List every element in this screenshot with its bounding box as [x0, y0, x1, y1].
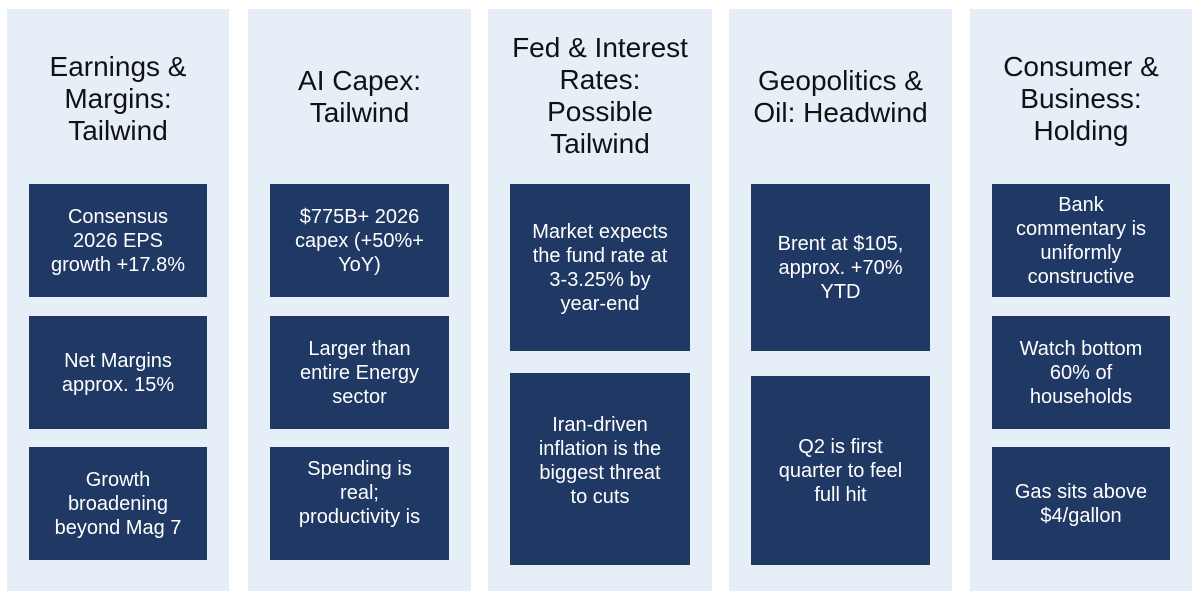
- card-line: Brent at $105,: [777, 232, 904, 255]
- title-line: Oil: Headwind: [753, 97, 928, 128]
- info-card: Brent at $105, approx. +70% YTD: [751, 184, 930, 351]
- card-line: biggest threat: [539, 462, 661, 484]
- title-line: Margins:: [64, 83, 172, 114]
- card-line: YoY): [338, 253, 381, 276]
- title-line: Possible: [547, 96, 653, 127]
- card-line: Consensus: [67, 205, 169, 228]
- column-title: Geopolitics & Oil: Headwind: [729, 65, 952, 129]
- card-line: real;: [340, 482, 379, 504]
- card-line: $4/gallon: [1040, 504, 1122, 527]
- title-line: Rates:: [559, 64, 641, 95]
- card-line: uniformly: [1040, 241, 1122, 264]
- title-line: Geopolitics &: [758, 65, 923, 96]
- title-line: Tailwind: [309, 97, 410, 128]
- card-line: the fund rate at: [532, 244, 668, 267]
- column-title: Earnings & Margins: Tailwind: [7, 51, 229, 147]
- card-line: Spending is: [307, 458, 412, 480]
- info-card: Net Margins approx. 15%: [29, 316, 207, 429]
- column-geopolitics-oil: Geopolitics & Oil: Headwind Brent at $10…: [729, 9, 952, 591]
- card-line: Watch bottom: [1019, 337, 1143, 360]
- title-line: Tailwind: [68, 115, 168, 146]
- card-line: Growth: [85, 468, 151, 491]
- info-card: Larger than entire Energy sector: [270, 316, 449, 429]
- card-line: YTD: [820, 280, 861, 303]
- column-ai-capex: AI Capex: Tailwind $775B+ 2026 capex (+5…: [248, 9, 471, 591]
- card-line: $775B+ 2026: [299, 205, 420, 228]
- title-line: Business:: [1020, 83, 1142, 114]
- info-card: Iran-driven inflation is the biggest thr…: [510, 373, 690, 565]
- card-line: Net Margins: [64, 349, 172, 372]
- card-line: Bank: [1058, 193, 1104, 216]
- column-earnings-margins: Earnings & Margins: Tailwind Consensus 2…: [7, 9, 229, 591]
- card-line: constructive: [1027, 265, 1135, 288]
- card-line: entire Energy: [300, 361, 419, 384]
- title-line: Tailwind: [550, 128, 650, 159]
- card-line: beyond Mag 7: [54, 516, 182, 539]
- card-line: capex (+50%+: [295, 229, 424, 252]
- title-line: Fed & Interest: [512, 32, 688, 63]
- card-line: approx. +70%: [778, 256, 903, 279]
- info-card: Gas sits above $4/gallon: [992, 447, 1170, 560]
- title-line: Earnings &: [49, 51, 187, 82]
- card-line: 3-3.25% by: [549, 268, 651, 291]
- card-line: 60% of: [1049, 361, 1113, 384]
- title-line: Holding: [1033, 115, 1129, 146]
- card-line: to cuts: [570, 486, 630, 508]
- info-card: Watch bottom 60% of households: [992, 316, 1170, 429]
- info-card: Spending is real; productivity is: [270, 447, 449, 560]
- card-line: growth +17.8%: [51, 253, 185, 276]
- card-line: full hit: [814, 483, 867, 506]
- card-line: quarter to feel: [778, 459, 903, 482]
- card-line: 2026 EPS: [72, 229, 164, 252]
- card-line: Gas sits above: [1014, 480, 1148, 503]
- card-line: sector: [332, 385, 387, 408]
- card-line: Market expects: [532, 220, 668, 243]
- card-line: year-end: [560, 292, 640, 315]
- column-consumer-business: Consumer & Business: Holding Bank commen…: [970, 9, 1192, 591]
- card-line: households: [1029, 385, 1133, 408]
- card-line: Q2 is first: [798, 435, 883, 458]
- column-title: Consumer & Business: Holding: [970, 51, 1192, 147]
- info-card: $775B+ 2026 capex (+50%+ YoY): [270, 184, 449, 297]
- column-title: Fed & Interest Rates: Possible Tailwind: [488, 32, 712, 160]
- column-title: AI Capex: Tailwind: [248, 65, 471, 129]
- title-line: AI Capex:: [298, 65, 421, 96]
- info-card: Market expects the fund rate at 3-3.25% …: [510, 184, 690, 351]
- info-card: Bank commentary is uniformly constructiv…: [992, 184, 1170, 297]
- info-card: Q2 is first quarter to feel full hit: [751, 376, 930, 565]
- card-line: productivity is: [298, 506, 421, 528]
- title-line: Consumer &: [1003, 51, 1159, 82]
- info-card: Consensus 2026 EPS growth +17.8%: [29, 184, 207, 297]
- card-line: Larger than: [308, 337, 411, 360]
- info-card: Growth broadening beyond Mag 7: [29, 447, 207, 560]
- column-fed-interest-rates: Fed & Interest Rates: Possible Tailwind …: [488, 9, 712, 591]
- card-line: Iran-driven: [552, 414, 648, 436]
- card-line: inflation is the: [538, 438, 662, 460]
- card-line: approx. 15%: [61, 373, 175, 396]
- card-line: commentary is: [1015, 217, 1147, 240]
- card-line: broadening: [67, 492, 169, 515]
